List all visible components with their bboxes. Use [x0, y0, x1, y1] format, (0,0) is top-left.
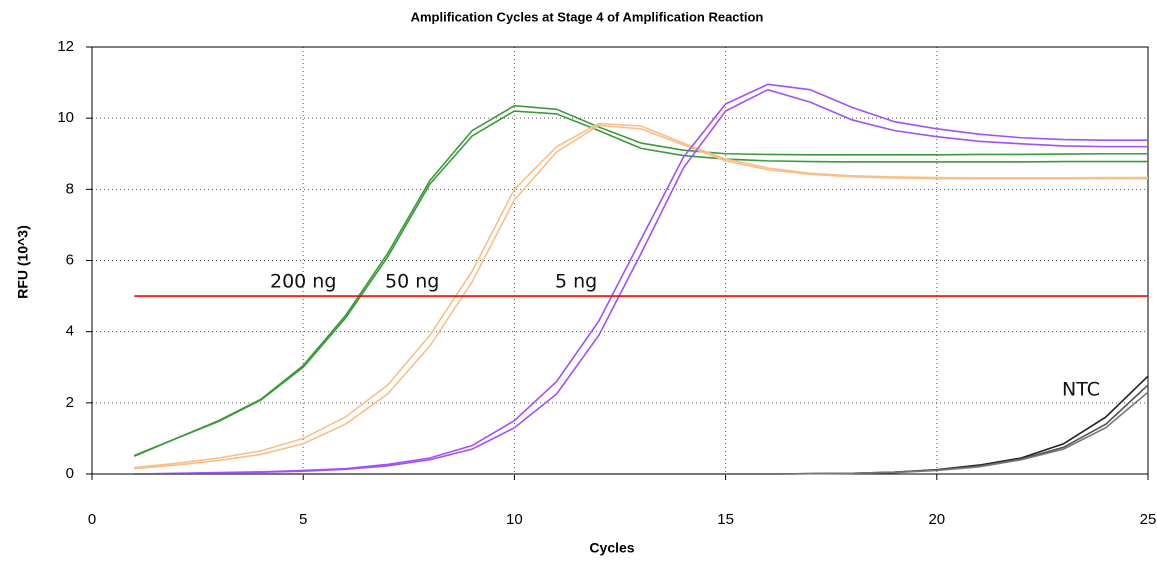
y-tick-label: 12	[57, 38, 74, 55]
series-line	[134, 124, 1148, 470]
series-line	[134, 384, 1149, 475]
y-tick-label: 4	[66, 323, 74, 340]
annotation: 50 ng	[385, 271, 439, 293]
y-axis-title: RFU (10^3)	[15, 225, 31, 299]
annotation: 200 ng	[270, 271, 336, 293]
series-line	[134, 375, 1149, 475]
chart-title: Amplification Cycles at Stage 4 of Ampli…	[411, 9, 764, 24]
x-tick-label: 5	[299, 511, 307, 528]
x-tick-label: 15	[717, 511, 734, 528]
series-line	[133, 110, 1148, 457]
y-tick-label: 2	[66, 394, 74, 411]
y-tick-label: 6	[66, 251, 74, 268]
y-tick-label: 8	[66, 180, 74, 197]
series-line	[134, 88, 1148, 475]
y-tick-label: 10	[57, 109, 74, 126]
annotation: NTC	[1062, 379, 1100, 401]
y-tick-label: 0	[66, 465, 74, 482]
x-tick-label: 25	[1140, 511, 1157, 528]
annotation: 5 ng	[555, 271, 597, 293]
x-tick-label: 10	[506, 511, 523, 528]
x-tick-label: 0	[88, 511, 96, 528]
series-line	[134, 391, 1149, 475]
x-axis-title: Cycles	[589, 540, 634, 556]
series-line	[133, 104, 1148, 457]
x-tick-label: 20	[928, 511, 945, 528]
